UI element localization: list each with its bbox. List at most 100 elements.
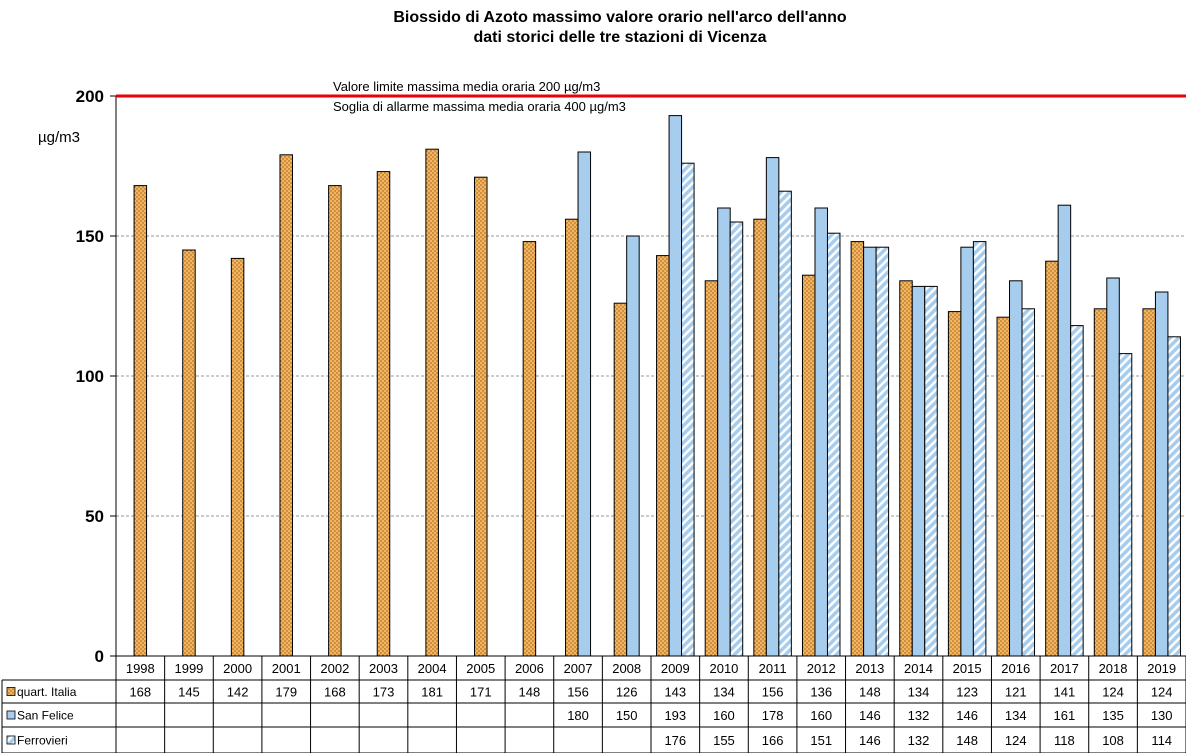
bar-quart-italia-2011 [753,218,767,657]
x-tick-label-2013: 2013 [855,661,884,676]
bar-ferrovieri-2011 [778,190,792,657]
data-label-1-2013: 146 [859,708,881,723]
data-label-0-2011: 156 [762,685,784,700]
data-label-2-2019: 114 [1151,733,1172,748]
bar-ferrovieri-2010 [729,221,744,657]
bar-san-felice-2015 [960,246,974,657]
data-label-2-2016: 124 [1005,733,1027,748]
bar-ferrovieri-2012 [826,232,841,657]
bar-quart-italia-2003 [376,171,391,657]
bar-quart-italia-2001 [279,154,293,657]
data-label-0-2007: 156 [567,685,589,700]
data-label-2-2009: 176 [664,733,686,748]
data-label-2-2014: 132 [908,733,930,748]
data-label-0-2008: 126 [616,685,638,700]
data-label-0-2016: 121 [1005,685,1027,700]
legend-entry-2: Ferrovieri [17,734,68,748]
bar-san-felice-2017 [1057,204,1072,657]
y-tick-label-150: 150 [76,227,104,246]
data-label-0-2014: 134 [908,685,930,700]
data-label-2-2012: 151 [810,733,832,748]
bar-quart-italia-2015 [947,311,962,657]
x-tick-label-2012: 2012 [807,661,836,676]
x-tick-label-2005: 2005 [466,661,495,676]
x-tick-label-2001: 2001 [272,661,301,676]
annotation-alarm: Soglia di allarme massima media oraria 4… [333,99,626,114]
bar-ferrovieri-2016 [1021,308,1036,657]
data-label-0-2004: 181 [421,685,443,700]
bar-ferrovieri-2018 [1118,353,1133,657]
data-label-0-2001: 179 [275,685,297,700]
x-tick-label-2008: 2008 [612,661,641,676]
data-label-0-2019: 124 [1151,685,1173,700]
bar-ferrovieri-2014 [924,285,938,657]
x-tick-label-1998: 1998 [126,661,155,676]
data-label-1-2009: 193 [664,708,686,723]
x-tick-label-2014: 2014 [904,661,933,676]
bar-quart-italia-2012 [801,274,816,657]
bar-san-felice-2010 [717,207,731,657]
x-tick-label-1999: 1999 [174,661,203,676]
x-tick-label-2006: 2006 [515,661,544,676]
data-label-1-2018: 135 [1102,708,1124,723]
bar-san-felice-2007 [577,151,592,657]
data-label-0-1999: 145 [178,685,200,700]
data-label-1-2017: 161 [1054,708,1076,723]
chart-subtitle: dati storici delle tre stazioni di Vicen… [473,29,766,46]
data-label-2-2011: 166 [762,733,784,748]
legend-swatch-2 [6,735,16,745]
data-label-1-2008: 150 [616,708,638,723]
bar-quart-italia-2006 [522,241,537,657]
bar-quart-italia-2013 [850,241,865,657]
data-label-1-2010: 160 [713,708,735,723]
y-ticks: 0 50 100 150 200 [76,87,117,666]
bar-ferrovieri-2013 [875,246,890,657]
bar-san-felice-2019 [1154,291,1169,657]
bar-san-felice-2011 [765,157,780,657]
bar-ferrovieri-2019 [1167,336,1181,657]
annotation-limit: Valore limite massima media oraria 200 µ… [333,79,600,94]
data-label-0-2010: 134 [713,685,735,700]
data-label-0-2018: 124 [1102,685,1124,700]
data-label-0-2006: 148 [519,685,541,700]
x-tick-label-2009: 2009 [661,661,690,676]
bar-san-felice-2012 [814,207,828,657]
data-label-0-2012: 136 [810,685,832,700]
bars [116,115,1186,657]
data-label-1-2016: 134 [1005,708,1027,723]
bar-quart-italia-2009 [656,255,670,657]
data-label-1-2012: 160 [810,708,832,723]
data-label-1-2007: 180 [567,708,589,723]
bar-san-felice-2016 [1009,280,1023,657]
bar-quart-italia-1999 [182,249,196,657]
x-tick-label-2015: 2015 [953,661,982,676]
y-tick-label-100: 100 [76,367,104,386]
bar-quart-italia-2007 [565,218,579,657]
bar-ferrovieri-2015 [972,241,987,657]
bar-san-felice-2009 [668,115,683,657]
data-label-0-2003: 173 [373,685,395,700]
y-axis-label: µg/m3 [38,129,80,146]
data-label-1-2019: 130 [1151,708,1173,723]
bar-quart-italia-2016 [996,316,1011,657]
data-label-0-2017: 141 [1054,685,1076,700]
x-tick-label-2004: 2004 [418,661,447,676]
data-label-1-2014: 132 [908,708,930,723]
bar-quart-italia-1998 [133,185,148,657]
data-label-0-2005: 171 [470,685,492,700]
legend-entry-1: San Felice [17,709,74,723]
data-label-1-2011: 178 [762,708,784,723]
y-tick-label-200: 200 [76,87,104,106]
y-tick-label-0: 0 [95,647,104,666]
bar-san-felice-2014 [911,285,926,657]
bar-quart-italia-2010 [704,280,719,657]
x-tick-label-2019: 2019 [1147,661,1176,676]
y-tick-label-50: 50 [85,507,104,526]
bar-ferrovieri-2017 [1070,325,1084,657]
bar-quart-italia-2018 [1093,308,1108,657]
bar-ferrovieri-2009 [681,162,695,657]
x-tick-label-2003: 2003 [369,661,398,676]
data-label-0-2009: 143 [664,685,686,700]
data-label-0-2015: 123 [956,685,978,700]
